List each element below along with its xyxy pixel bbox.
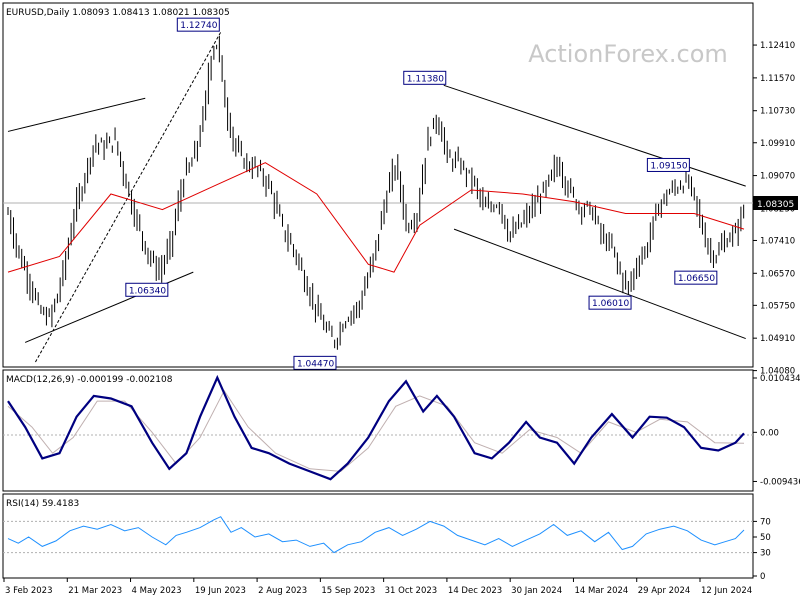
rsi-line [7, 516, 745, 554]
price-annotation: 1.09150 [646, 157, 690, 172]
price-panel-header: EURUSD,Daily 1.08093 1.08413 1.08021 1.0… [6, 8, 230, 18]
annotation-label: 1.06650 [678, 274, 715, 284]
macd-y-tick-label: 0.010434 [760, 374, 800, 384]
x-axis: 3 Feb 2023 21 Mar 2023 4 May 2023 19 Jun 20… [3, 578, 752, 596]
annotation-label: 1.09150 [650, 161, 687, 171]
trendline [453, 228, 746, 340]
price-annotation: 1.06010 [588, 295, 632, 310]
rsi-y-tick-label: 70 [760, 517, 771, 527]
annotation-box [588, 295, 632, 310]
annotation-box [176, 17, 220, 32]
price-annotation: 1.11380 [403, 70, 447, 85]
price-y-tick-label: 1.12410 [760, 41, 795, 51]
x-tick-label: 15 Sep 2023 [321, 586, 375, 596]
macd-main-line [7, 374, 745, 481]
macd-y-tick-label: -0.009436 [760, 477, 800, 487]
annotation-label: 1.12740 [180, 21, 217, 31]
rsi-y-tick-label: 30 [760, 549, 771, 559]
current-price-tag-label: 1.08305 [757, 200, 794, 210]
rsi-y-tick-label: 50 [760, 533, 771, 543]
x-tick-label: 2 Aug 2023 [258, 586, 307, 596]
watermark-text: ActionForex.com [528, 40, 728, 68]
price-annotation: 1.12740 [176, 17, 220, 32]
trendline [443, 84, 746, 187]
annotation-label: 1.04470 [297, 359, 334, 369]
x-tick-label: 4 May 2023 [132, 586, 182, 596]
price-y-tick-label: 1.04910 [760, 334, 795, 344]
macd-y-axis: 0.010434 0.00 -0.009436 [753, 374, 800, 487]
x-tick-label: 29 Apr 2024 [638, 586, 691, 596]
price-y-tick-label: 1.09070 [760, 172, 795, 182]
x-tick-label: 14 Mar 2024 [574, 586, 628, 596]
macd-y-tick-label: 0.00 [760, 428, 779, 438]
macd-panel-frame [2, 369, 754, 492]
rsi-panel: 70 50 30 0 RSI(14) 59.4183 [2, 493, 771, 582]
x-tick-label: 30 Jan 2024 [511, 586, 562, 596]
price-panel-frame [2, 2, 754, 368]
x-tick-label: 12 Jun 2024 [701, 586, 752, 596]
trendline [35, 31, 222, 363]
price-annotation: 1.04470 [293, 355, 337, 370]
moving-average-line [7, 162, 745, 273]
annotation-label: 1.06340 [129, 286, 166, 296]
rsi-panel-frame [2, 493, 754, 579]
price-y-tick-label: 1.07410 [760, 236, 795, 246]
price-y-tick-label: 1.09910 [760, 139, 795, 149]
rsi-level-lines [3, 520, 753, 554]
price-annotation: 1.06650 [674, 270, 718, 285]
annotation-label: 1.06010 [592, 299, 629, 309]
rsi-y-tick-label: 0 [760, 572, 765, 582]
price-y-tick-label: 1.11570 [760, 74, 795, 84]
rsi-panel-header: RSI(14) 59.4183 [6, 499, 79, 509]
price-bars [7, 35, 745, 350]
x-tick-label: 19 Jun 2023 [195, 586, 246, 596]
rsi-y-axis: 70 50 30 0 [753, 517, 771, 582]
trendline [7, 97, 146, 132]
macd-panel: 0.010434 0.00 -0.009436 MACD(12,26,9) -0.0… [2, 369, 800, 492]
x-tick-label: 14 Dec 2023 [448, 586, 502, 596]
annotation-box [403, 70, 447, 85]
annotation-box [293, 355, 337, 370]
annotation-label: 1.11380 [407, 74, 444, 84]
price-annotations: 1.12740 1.11380 1.09150 1.06340 1.06010 1.066… [125, 17, 718, 370]
macd-panel-header: MACD(12,26,9) -0.000199 -0.002108 [6, 375, 173, 385]
current-price-tag-bg [753, 196, 798, 210]
current-price-tag: 1.08305 [753, 196, 798, 210]
x-tick-label: 31 Oct 2023 [385, 586, 438, 596]
price-y-tick-label: 1.05750 [760, 301, 795, 311]
annotation-box [646, 157, 690, 172]
annotation-box [125, 282, 169, 297]
x-tick-label: 3 Feb 2023 [5, 586, 53, 596]
price-annotation: 1.06340 [125, 282, 169, 297]
price-y-tick-label: 1.10730 [760, 107, 795, 117]
annotation-box [674, 270, 718, 285]
price-panel: 1.12740 1.11380 1.09150 1.06340 1.06010 1.066… [2, 2, 798, 377]
price-y-tick-label: 1.06570 [760, 269, 795, 279]
x-tick-label: 21 Mar 2023 [68, 586, 122, 596]
price-y-tick-label: 1.04080 [760, 367, 795, 377]
